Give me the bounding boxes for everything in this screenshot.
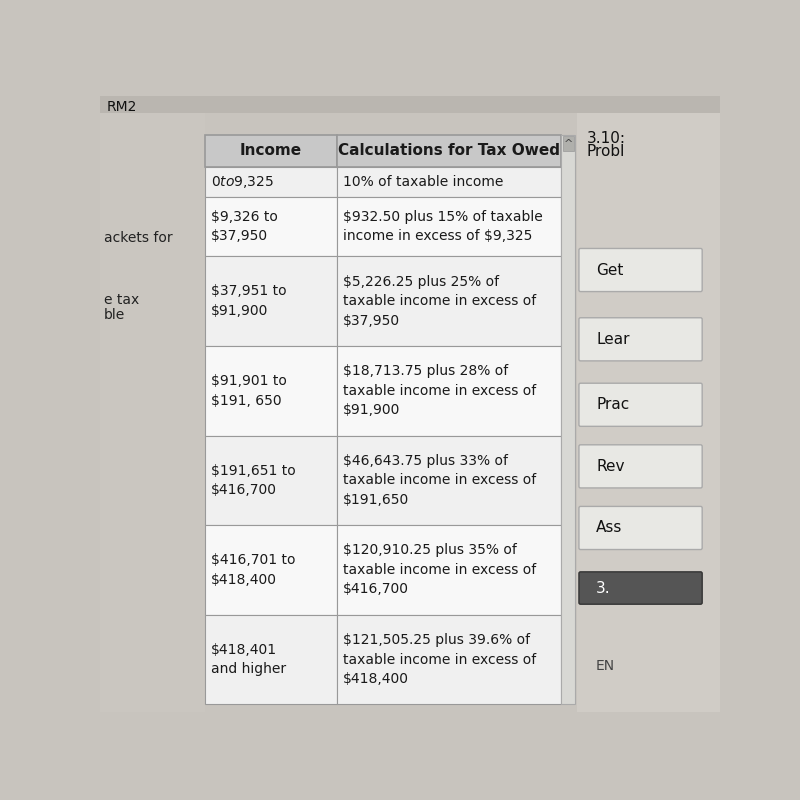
- Bar: [337, 167, 561, 197]
- Text: Rev: Rev: [596, 459, 625, 474]
- Bar: [205, 167, 337, 197]
- Bar: [337, 197, 561, 257]
- Bar: [561, 134, 575, 704]
- Bar: [337, 435, 561, 525]
- Text: $46,643.75 plus 33% of
taxable income in excess of
$191,650: $46,643.75 plus 33% of taxable income in…: [342, 454, 536, 507]
- Text: $91,901 to
$191, 650: $91,901 to $191, 650: [211, 374, 286, 407]
- Text: $121,505.25 plus 39.6% of
taxable income in excess of
$418,400: $121,505.25 plus 39.6% of taxable income…: [342, 633, 536, 686]
- Text: Prac: Prac: [596, 398, 630, 412]
- Bar: [205, 134, 337, 167]
- Text: e tax: e tax: [104, 293, 139, 307]
- FancyBboxPatch shape: [579, 506, 702, 550]
- Text: $9,326 to
$37,950: $9,326 to $37,950: [211, 210, 278, 243]
- Text: 3.: 3.: [596, 581, 610, 595]
- Text: $416,701 to
$418,400: $416,701 to $418,400: [211, 553, 295, 586]
- FancyBboxPatch shape: [579, 249, 702, 291]
- Bar: [100, 96, 720, 113]
- Text: Get: Get: [596, 262, 623, 278]
- Bar: [205, 197, 337, 257]
- Text: ble: ble: [104, 309, 125, 322]
- Text: 3.10:: 3.10:: [586, 131, 626, 146]
- Text: ackets for: ackets for: [104, 231, 173, 246]
- FancyBboxPatch shape: [579, 318, 702, 361]
- Text: $418,401
and higher: $418,401 and higher: [211, 642, 286, 676]
- Bar: [337, 525, 561, 614]
- Bar: [100, 96, 205, 712]
- Bar: [337, 134, 561, 167]
- Text: $37,951 to
$91,900: $37,951 to $91,900: [211, 285, 286, 318]
- Text: Calculations for Tax Owed: Calculations for Tax Owed: [338, 143, 560, 158]
- Text: Income: Income: [239, 143, 302, 158]
- Bar: [577, 96, 720, 712]
- Bar: [205, 435, 337, 525]
- Bar: [205, 346, 337, 435]
- Bar: [337, 346, 561, 435]
- Text: $120,910.25 plus 35% of
taxable income in excess of
$416,700: $120,910.25 plus 35% of taxable income i…: [342, 543, 536, 597]
- Bar: [205, 525, 337, 614]
- Bar: [337, 257, 561, 346]
- FancyBboxPatch shape: [579, 572, 702, 604]
- Text: $5,226.25 plus 25% of
taxable income in excess of
$37,950: $5,226.25 plus 25% of taxable income in …: [342, 274, 536, 328]
- Text: Probl: Probl: [586, 144, 625, 159]
- Bar: [581, 646, 701, 685]
- Text: $18,713.75 plus 28% of
taxable income in excess of
$91,900: $18,713.75 plus 28% of taxable income in…: [342, 364, 536, 418]
- Text: $932.50 plus 15% of taxable
income in excess of $9,325: $932.50 plus 15% of taxable income in ex…: [342, 210, 542, 243]
- Text: ^: ^: [563, 138, 573, 149]
- Text: $191,651 to
$416,700: $191,651 to $416,700: [211, 464, 295, 497]
- Text: RM2: RM2: [106, 100, 137, 114]
- Text: Lear: Lear: [596, 332, 630, 347]
- Text: EN: EN: [596, 659, 615, 673]
- Bar: [562, 136, 574, 151]
- Text: 10% of taxable income: 10% of taxable income: [342, 174, 503, 189]
- Bar: [337, 614, 561, 704]
- Text: $0 to $9,325: $0 to $9,325: [211, 174, 274, 190]
- Bar: [205, 257, 337, 346]
- FancyBboxPatch shape: [579, 383, 702, 426]
- Bar: [205, 614, 337, 704]
- FancyBboxPatch shape: [579, 445, 702, 488]
- Text: Ass: Ass: [596, 521, 622, 535]
